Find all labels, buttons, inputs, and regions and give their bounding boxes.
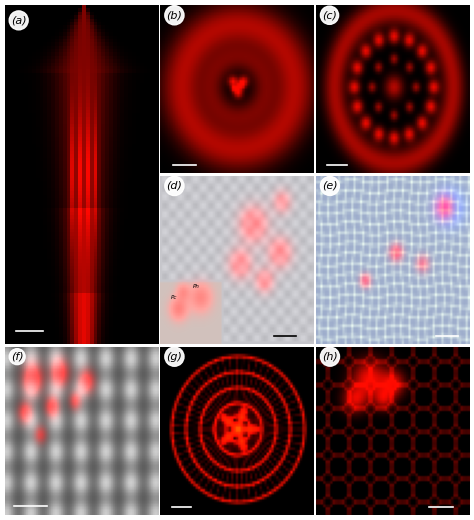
Text: (g): (g) (166, 352, 182, 362)
Text: (e): (e) (322, 181, 337, 191)
Text: (h): (h) (322, 352, 338, 362)
Text: Pc: Pc (171, 295, 178, 300)
Text: (d): (d) (166, 181, 182, 191)
Text: (f): (f) (11, 352, 24, 362)
Text: Ph: Ph (193, 284, 200, 289)
Text: (b): (b) (166, 10, 182, 20)
Text: (c): (c) (322, 10, 337, 20)
Text: (a): (a) (11, 16, 27, 25)
